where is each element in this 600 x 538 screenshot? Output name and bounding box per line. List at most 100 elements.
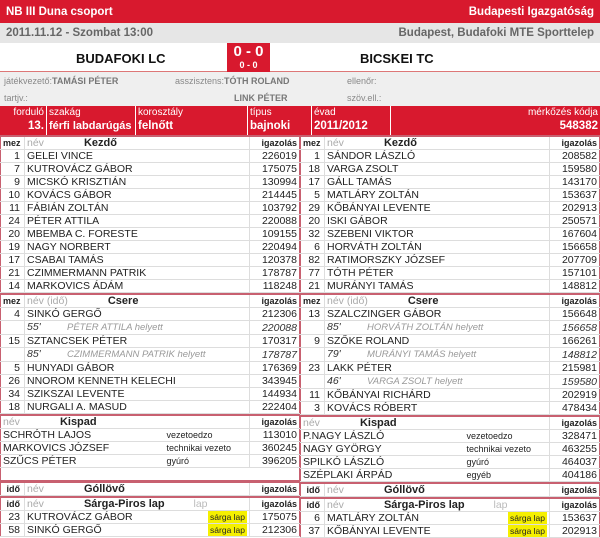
license-id: 176369 xyxy=(249,361,300,375)
shirt-number: 9 xyxy=(300,334,325,348)
col-header-idő: idő xyxy=(0,482,25,496)
license-id: 343945 xyxy=(249,374,300,388)
assistant: asszisztens:TÓTH ROLAND xyxy=(175,76,290,86)
name-col-label: név xyxy=(27,483,44,495)
section-header: név Kispad igazolás xyxy=(300,416,600,430)
shirt-number: 6 xyxy=(300,240,325,254)
shirt-number: 21 xyxy=(0,266,25,280)
col-header-name: név Góllövő xyxy=(24,482,250,496)
replaced-license-id: 148812 xyxy=(549,347,600,362)
player-name: SZŐKE ROLAND xyxy=(324,334,550,348)
shirt-number: 15 xyxy=(0,334,25,348)
card-row: 37 KŐBÁNYAI LEVENTE sárga lap 202913 xyxy=(300,524,600,538)
section-title: Kispad xyxy=(59,416,97,428)
col-header-igazolas: igazolás xyxy=(549,498,600,512)
card-minute: 23 xyxy=(0,510,25,524)
spacer xyxy=(300,320,325,335)
replaced-player: HORVÁTH ZOLTÁN helyett xyxy=(367,322,484,333)
role-col-header xyxy=(464,416,550,430)
sub-row: 13 SZALCZINGER GÁBOR 156648 xyxy=(300,307,600,321)
bench-row: SZÉPLAKI ÁRPÁD egyéb 404186 xyxy=(300,468,600,482)
role-col-header xyxy=(164,415,250,429)
player-row: 19 NAGY NORBERT 220494 xyxy=(0,240,300,254)
spacer xyxy=(300,374,325,389)
substitution-info: 85' HORVÁTH ZOLTÁN helyett xyxy=(324,320,550,335)
match-type: bajnoki xyxy=(250,120,291,132)
license-id: 202913 xyxy=(549,201,600,215)
staff-name: SZÉPLAKI ÁRPÁD xyxy=(300,468,465,482)
shirt-number: 11 xyxy=(300,388,325,402)
section-header: név Kispad igazolás xyxy=(0,415,300,429)
shirt-number: 34 xyxy=(0,387,25,401)
league-name: NB III Duna csoport xyxy=(6,5,113,18)
shirt-number: 1 xyxy=(300,149,325,163)
tartjv-label: tartjv.: xyxy=(4,93,28,103)
match-info-bar: forduló 13. szakág férfi labdarúgás korosz… xyxy=(0,106,600,135)
branch-label: szakág xyxy=(49,107,81,118)
spacer xyxy=(300,347,325,362)
staff-name: SPILKÓ LÁSZLÓ xyxy=(300,455,465,469)
col-header-idő: idő xyxy=(300,483,325,497)
player-row: 1 GELEI VINCE 226019 xyxy=(0,149,300,163)
license-id: 328471 xyxy=(549,429,600,443)
age-group: felnőtt xyxy=(138,120,174,132)
card-row: 58 SINKÓ GERGŐ sárga lap 212306 xyxy=(0,523,300,537)
name-col-label: név xyxy=(327,499,344,511)
section-title: Kispad xyxy=(359,417,397,429)
license-id: 222404 xyxy=(249,400,300,414)
license-id: 167604 xyxy=(549,227,600,241)
license-id: 212306 xyxy=(249,307,300,321)
license-id: 166261 xyxy=(549,334,600,348)
sub-row: 4 SINKÓ GERGŐ 212306 xyxy=(0,307,300,321)
license-id: 360245 xyxy=(249,441,300,455)
license-id: 159580 xyxy=(549,162,600,176)
license-id: 208582 xyxy=(549,149,600,163)
assistant2-name: LINK PÉTER xyxy=(234,93,288,103)
col-header-igazolas: igazolás xyxy=(549,483,600,497)
player-name: GÁLL TAMÁS xyxy=(324,175,550,189)
staff-name: SCHRÓTH LAJOS xyxy=(0,428,165,442)
sub-row: 9 SZŐKE ROLAND 166261 xyxy=(300,334,600,348)
license-id: 464037 xyxy=(549,455,600,469)
col-header-igazolas: igazolás xyxy=(249,294,300,308)
player-row: 17 GÁLL TAMÁS 143170 xyxy=(300,175,600,189)
license-id: 215981 xyxy=(549,361,600,375)
col-header-name: név (idő) Csere xyxy=(324,294,550,308)
player-name: KŐBÁNYAI LEVENTE xyxy=(324,524,492,538)
bench-row: SCHRÓTH LAJOS vezetoedzo 113010 xyxy=(0,428,300,442)
license-id: 463255 xyxy=(549,442,600,456)
player-row: 18 VARGA ZSOLT 159580 xyxy=(300,162,600,176)
license-id: 178787 xyxy=(249,266,300,280)
shirt-number: 17 xyxy=(300,175,325,189)
col-header-igazolas: igazolás xyxy=(249,136,300,150)
match-venue: Budapest, Budafoki MTE Sporttelep xyxy=(398,27,594,39)
section-table: idő név Sárga-Piros lap lap igazolás 23 KUTROV… xyxy=(0,496,300,537)
player-name: MATLÁRY ZOLTÁN xyxy=(324,188,550,202)
shirt-number: 14 xyxy=(0,279,25,293)
officials: játékvezető:TAMÁSI PÉTER asszisztens:TÓT… xyxy=(0,72,600,106)
staff-role: gyúró xyxy=(164,454,250,468)
license-id: 226019 xyxy=(249,149,300,163)
shirt-number: 10 xyxy=(0,188,25,202)
shirt-number: 18 xyxy=(300,162,325,176)
license-id: 153637 xyxy=(549,188,600,202)
match-datetime: 2011.11.12 - Szombat 13:00 xyxy=(6,27,154,39)
staff-name: NAGY GYÖRGY xyxy=(300,442,465,456)
sub-minute: 55' xyxy=(27,321,41,333)
section-title: Góllövő xyxy=(383,484,425,496)
player-name: LAKK PÉTER xyxy=(324,361,550,375)
replaced-player: MURÁNYI TAMÁS helyett xyxy=(367,349,477,360)
license-id: 148812 xyxy=(549,279,600,293)
section-table: mez név Kezdő igazolás 1 SÁNDOR LÁSZLÓ 208582 1… xyxy=(300,135,600,293)
shirt-number: 24 xyxy=(0,214,25,228)
shirt-number: 1 xyxy=(0,149,25,163)
col-header-idő: idő xyxy=(0,497,25,511)
home-lineup: mez név Kezdő igazolás 1 GELEI VINCE 226019 7 KU… xyxy=(0,135,300,537)
col-header-igazolas: igazolás xyxy=(549,416,600,430)
license-id: 214445 xyxy=(249,188,300,202)
license-id: 130994 xyxy=(249,175,300,189)
player-name: MICSKÓ KRISZTIÁN xyxy=(24,175,250,189)
shirt-number: 18 xyxy=(0,400,25,414)
col-header-igazolas: igazolás xyxy=(249,415,300,429)
license-id: 143170 xyxy=(549,175,600,189)
